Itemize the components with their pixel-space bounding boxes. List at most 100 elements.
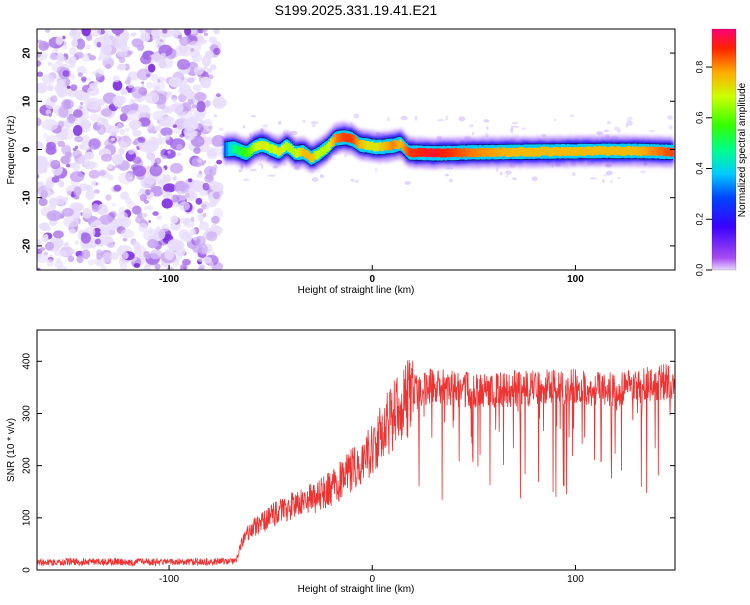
colorbar-gradient <box>712 29 736 270</box>
ridge-cell <box>568 146 572 156</box>
ridge-cell <box>372 142 376 152</box>
snr-x-tick-label: -100 <box>159 574 179 585</box>
ridge-cell <box>501 147 505 157</box>
spectrogram-x-tick-label: 100 <box>567 274 584 285</box>
ridge-cell <box>630 146 633 156</box>
noise-blob <box>131 164 139 171</box>
ridge-cell <box>428 148 431 157</box>
noise-blob <box>160 127 173 137</box>
noise-blob <box>78 183 90 192</box>
ridge-cell <box>636 146 639 156</box>
colorbar-frame <box>711 28 737 271</box>
noise-blob <box>143 206 148 211</box>
ridge-cell <box>597 146 601 155</box>
noise-blob <box>133 263 141 268</box>
noise-speck <box>589 177 597 180</box>
ridge-cell <box>626 146 629 155</box>
ridge-cell <box>407 147 411 157</box>
noise-speck <box>242 178 250 182</box>
noise-speck <box>400 115 408 121</box>
noise-blob <box>202 136 214 145</box>
noise-speck <box>458 116 466 122</box>
ridge-cell <box>485 147 488 157</box>
noise-speck <box>667 115 673 120</box>
noise-blob <box>172 124 177 128</box>
noise-blob <box>199 120 205 124</box>
noise-blob <box>151 80 166 92</box>
noise-blob <box>56 52 64 62</box>
noise-blob <box>179 36 190 46</box>
ridge-cell <box>399 139 403 148</box>
ridge-cell <box>328 141 331 151</box>
ridge-cell <box>332 137 335 146</box>
noise-blob <box>50 95 58 103</box>
noise-blob <box>161 224 170 232</box>
noise-speck <box>250 115 257 118</box>
noise-blob <box>69 47 77 56</box>
noise-blob <box>87 77 92 81</box>
ridge-cell <box>642 146 645 155</box>
noise-speck <box>511 125 520 128</box>
noise-blob <box>193 84 202 92</box>
noise-blob <box>85 97 101 110</box>
ridge-cell <box>623 147 627 156</box>
colorbar-tick-label: 0.0 <box>694 264 704 277</box>
noise-blob <box>97 209 103 215</box>
noise-blob <box>88 169 100 179</box>
ridge-cell <box>552 146 556 156</box>
noise-blob <box>197 208 204 214</box>
ridge-cell <box>413 148 417 158</box>
noise-blob <box>178 229 189 239</box>
ridge-cell <box>340 133 343 142</box>
noise-blob <box>122 252 129 260</box>
ridge-cell <box>281 144 284 154</box>
noise-blob <box>180 111 194 122</box>
noise-speck <box>512 177 517 181</box>
noise-blob <box>65 151 72 159</box>
ridge-cell <box>344 133 347 142</box>
noise-blob <box>80 232 91 244</box>
noise-blob <box>202 182 210 191</box>
noise-blob <box>154 263 161 270</box>
noise-blob <box>131 86 145 99</box>
ridge-cell <box>401 141 405 151</box>
ridge-cell <box>419 148 423 157</box>
noise-blob <box>109 252 120 260</box>
noise-speck <box>354 179 359 183</box>
noise-blob <box>203 32 208 37</box>
spectrogram-x-axis-label: Height of straight line (km) <box>298 285 415 296</box>
ridge-cell <box>234 144 237 154</box>
ridge-cell <box>342 132 345 142</box>
noise-blob <box>145 92 160 104</box>
ridge-cell <box>583 147 586 157</box>
noise-blob <box>118 148 125 155</box>
ridge-cell <box>256 141 260 151</box>
ridge-cell <box>483 148 486 157</box>
noise-speck <box>375 167 378 173</box>
ridge-cell <box>507 148 511 157</box>
ridge-cell <box>223 144 227 154</box>
noise-blob <box>85 44 91 50</box>
ridge-cell <box>581 147 584 156</box>
colorbar-tick-label: 0.8 <box>694 61 704 74</box>
ridge-cell <box>317 149 321 159</box>
chart-title: S199.2025.331.19.41.E21 <box>275 2 438 18</box>
noise-blob <box>153 228 166 241</box>
ridge-cell <box>638 146 641 156</box>
noise-blob <box>37 117 42 127</box>
noise-blob <box>138 222 148 233</box>
noise-blob <box>121 228 134 239</box>
noise-blob <box>122 238 128 242</box>
ridge-cell <box>348 133 352 143</box>
noise-blob <box>184 29 192 36</box>
noise-blob <box>91 242 96 249</box>
noise-speck <box>311 124 316 128</box>
ridge-cell <box>497 147 501 156</box>
ridge-cell <box>436 148 439 158</box>
ridge-cell <box>287 143 290 152</box>
noise-blob <box>57 140 65 147</box>
ridge-cell <box>364 141 368 150</box>
noise-blob <box>88 259 95 266</box>
ridge-cell <box>432 148 435 158</box>
ridge-cell <box>438 148 441 157</box>
